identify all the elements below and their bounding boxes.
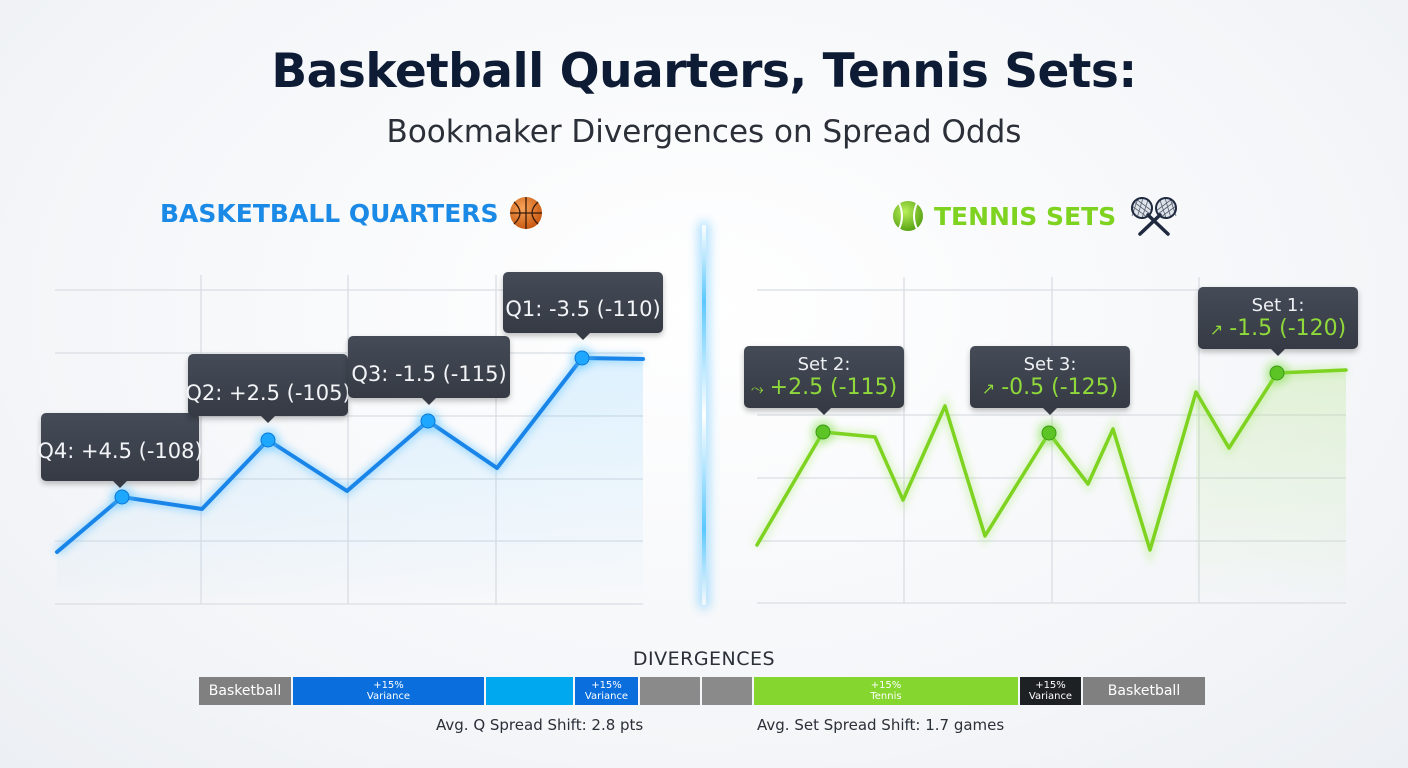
basketball-icon: [509, 197, 542, 229]
divergences-title: DIVERGENCES: [632, 648, 776, 670]
page-title: Basketball Quarters, Tennis Sets:: [271, 44, 1137, 99]
segment-tennis: +15% Tennis: [754, 677, 1018, 705]
basketball-section-heading: BASKETBALL QUARTERS: [160, 196, 543, 230]
crossed-rackets-icon: [1131, 197, 1178, 236]
tooltip-value: ↗ -0.5 (-125): [981, 375, 1119, 400]
segment-gray-1: [640, 677, 700, 705]
basketball-tooltip-q2: Q2: +2.5 (-105): [185, 354, 351, 423]
tooltip-text: Q1: -3.5 (-110): [505, 296, 661, 321]
tennis-tooltip-set3: Set 3: ↗ -0.5 (-125): [970, 346, 1130, 415]
trend-squiggle-icon: ⤳: [750, 379, 764, 398]
segment-gray-2: [702, 677, 752, 705]
arrow-up-right-icon: ↗: [981, 379, 996, 398]
basketball-tooltip-q4: Q4: +4.5 (-108): [37, 413, 203, 488]
tooltip-value: ⤳ +2.5 (-115): [750, 375, 898, 400]
divergences-bar: Basketball +15% Variance +15% Variance +…: [199, 677, 1205, 705]
tooltip-label: Set 3:: [1023, 354, 1077, 375]
tennis-section-heading: TENNIS SETS: [892, 196, 1182, 236]
basketball-chart: [54, 275, 645, 605]
arrow-up-right-icon: ↗: [1209, 320, 1224, 339]
tooltip-text: Q3: -1.5 (-115): [351, 362, 507, 386]
avg-basketball-shift: Avg. Q Spread Shift: 2.8 pts: [436, 716, 644, 734]
tennis-markers: [811, 361, 1289, 445]
tennis-ball-icon: [893, 201, 923, 231]
page-subtitle: Bookmaker Divergences on Spread Odds: [386, 114, 1022, 150]
tennis-area-fill: [1196, 370, 1346, 603]
tooltip-label: Set 2:: [797, 354, 851, 375]
tooltip-text: Q2: +2.5 (-105): [185, 381, 351, 405]
tooltip-text: Q4: +4.5 (-108): [37, 439, 203, 463]
tennis-tooltip-set1: Set 1: ↗ -1.5 (-120): [1198, 287, 1358, 356]
basketball-markers: [110, 346, 594, 509]
tooltip-value: ↗ -1.5 (-120): [1209, 316, 1347, 341]
tennis-line: [755, 368, 1348, 552]
segment-variance-dark: +15% Variance: [1020, 677, 1081, 705]
segment-variance-2: +15% Variance: [575, 677, 638, 705]
tooltip-label: Set 1:: [1251, 295, 1305, 316]
segment-variance-1: +15% Variance: [293, 677, 484, 705]
basketball-line: [55, 356, 645, 554]
basketball-area-fill: [57, 358, 643, 604]
tennis-chart: [753, 277, 1348, 604]
tennis-tooltip-set2: Set 2: ⤳ +2.5 (-115): [744, 346, 904, 415]
segment-light-blue: [486, 677, 573, 705]
segment-basketball-left: Basketball: [199, 677, 291, 705]
basketball-tooltip-q1: Q1: -3.5 (-110): [503, 272, 663, 340]
basketball-section-label: BASKETBALL QUARTERS: [160, 198, 499, 228]
center-divider-glow: [702, 225, 706, 605]
tennis-section-label: TENNIS SETS: [934, 201, 1117, 231]
basketball-tooltip-q3: Q3: -1.5 (-115): [348, 336, 510, 405]
avg-tennis-shift: Avg. Set Spread Shift: 1.7 games: [757, 716, 1005, 734]
segment-basketball-right: Basketball: [1083, 677, 1205, 705]
